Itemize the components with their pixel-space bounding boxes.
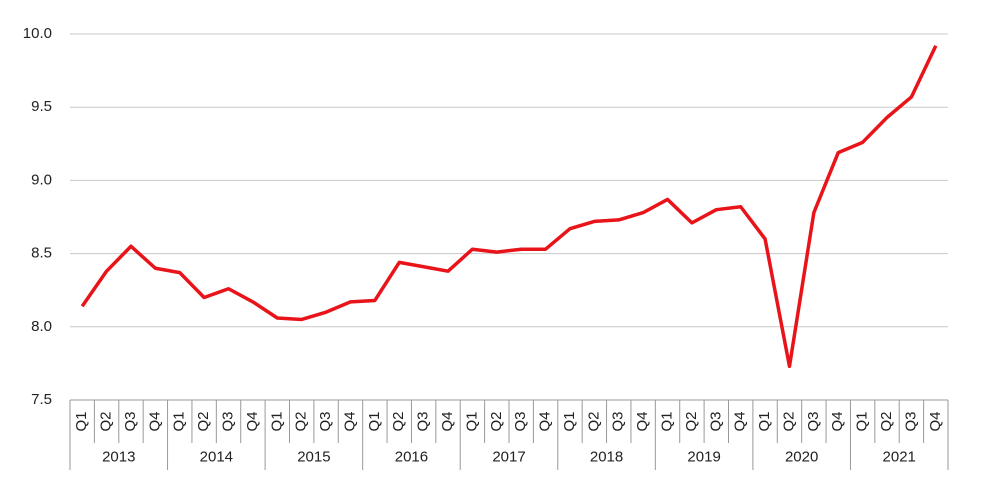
x-tick-label: Q1: [73, 411, 90, 431]
x-tick-label: Q4: [439, 411, 456, 431]
x-tick-label: Q3: [805, 411, 822, 431]
y-tick-label: 8.5: [31, 245, 52, 262]
x-tick-label: Q3: [610, 411, 627, 431]
y-tick-label: 7.5: [31, 391, 52, 408]
x-tick-label: Q1: [561, 411, 578, 431]
x-tick-label: Q2: [585, 411, 602, 431]
x-group-label: 2017: [492, 448, 525, 465]
x-tick-label: Q2: [488, 411, 505, 431]
x-group-label: 2021: [883, 448, 916, 465]
x-tick-label: Q2: [390, 411, 407, 431]
x-tick-label: Q1: [268, 411, 285, 431]
x-tick-label: Q2: [98, 411, 115, 431]
x-tick-label: Q3: [219, 411, 236, 431]
x-tick-label: Q1: [658, 411, 675, 431]
x-tick-label: Q4: [927, 411, 944, 431]
x-group-label: 2020: [785, 448, 818, 465]
x-group-label: 2016: [395, 448, 428, 465]
x-tick-label: Q4: [146, 411, 163, 431]
y-tick-label: 10.0: [23, 25, 52, 42]
x-tick-label: Q4: [829, 411, 846, 431]
x-tick-label: Q4: [244, 411, 261, 431]
x-tick-label: Q2: [683, 411, 700, 431]
x-tick-label: Q1: [854, 411, 871, 431]
x-tick-label: Q1: [171, 411, 188, 431]
x-tick-label: Q3: [122, 411, 139, 431]
x-tick-label: Q4: [341, 411, 358, 431]
x-tick-label: Q2: [780, 411, 797, 431]
y-tick-label: 9.5: [31, 98, 52, 115]
x-tick-label: Q2: [878, 411, 895, 431]
y-tick-label: 8.0: [31, 318, 52, 335]
x-tick-label: Q4: [634, 411, 651, 431]
x-group-label: 2018: [590, 448, 623, 465]
x-tick-label: Q4: [537, 411, 554, 431]
x-tick-label: Q3: [512, 411, 529, 431]
x-tick-label: Q2: [293, 411, 310, 431]
x-group-label: 2014: [200, 448, 233, 465]
x-tick-label: Q3: [707, 411, 724, 431]
x-tick-label: Q3: [317, 411, 334, 431]
x-tick-label: Q3: [415, 411, 432, 431]
x-tick-label: Q3: [902, 411, 919, 431]
x-tick-label: Q2: [195, 411, 212, 431]
x-tick-label: Q1: [756, 411, 773, 431]
x-group-label: 2013: [102, 448, 135, 465]
x-group-label: 2015: [297, 448, 330, 465]
x-tick-label: Q1: [366, 411, 383, 431]
x-group-label: 2019: [687, 448, 720, 465]
x-tick-label: Q4: [732, 411, 749, 431]
y-tick-label: 9.0: [31, 171, 52, 188]
x-tick-label: Q1: [463, 411, 480, 431]
data-line: [80, 44, 938, 369]
